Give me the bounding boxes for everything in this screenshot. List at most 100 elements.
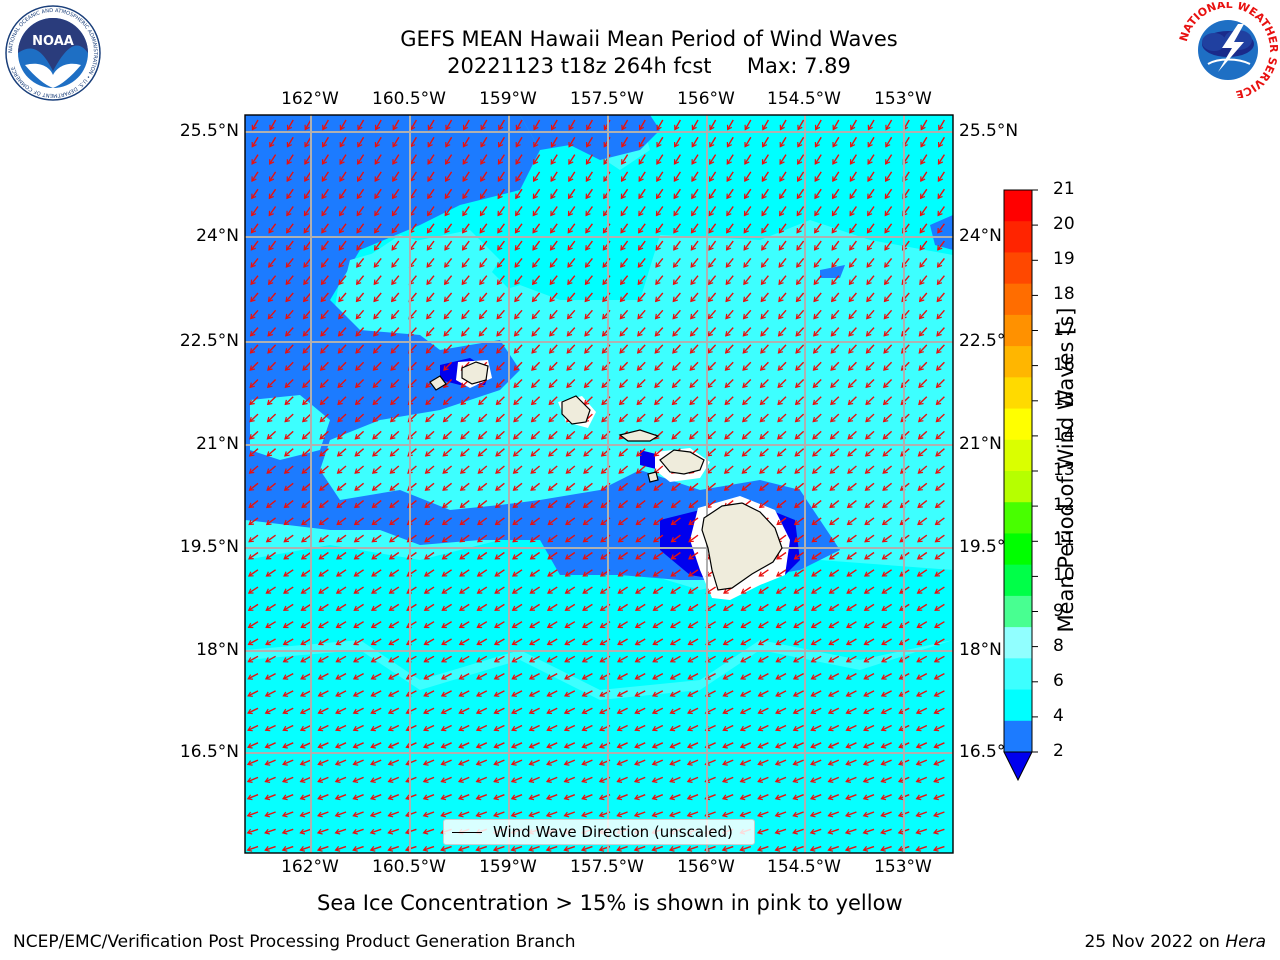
direction-arrow: [726, 206, 734, 216]
direction-arrow: [865, 413, 875, 423]
direction-arrowhead: [352, 708, 359, 715]
direction-arrowhead: [686, 846, 693, 852]
direction-arrow: [390, 396, 400, 405]
direction-arrowhead: [374, 210, 380, 217]
direction-arrow: [302, 413, 312, 423]
direction-arrowhead: [545, 846, 552, 852]
direction-arrowhead: [651, 691, 658, 697]
direction-arrow: [828, 759, 840, 766]
direction-arrow: [496, 344, 505, 354]
direction-arrowhead: [811, 588, 817, 594]
colorbar-segment: [1004, 502, 1032, 535]
direction-arrowhead: [742, 296, 749, 303]
direction-arrowhead: [320, 279, 327, 286]
direction-arrow: [531, 361, 541, 371]
direction-arrow: [814, 154, 822, 165]
direction-arrow: [426, 240, 435, 251]
direction-arrowhead: [919, 245, 925, 251]
direction-arrow: [494, 742, 505, 748]
lat-label: 22.5°N: [959, 331, 1019, 351]
direction-arrow: [758, 672, 769, 680]
direction-arrowhead: [372, 451, 378, 457]
direction-arrow: [550, 136, 558, 148]
direction-arrowhead: [423, 657, 430, 663]
direction-arrowhead: [267, 296, 274, 303]
direction-arrowhead: [532, 279, 538, 286]
direction-arrowhead: [638, 159, 644, 165]
direction-arrow: [317, 776, 329, 783]
direction-arrow: [265, 707, 276, 714]
direction-arrow: [444, 275, 453, 285]
direction-arrowhead: [757, 674, 764, 680]
direction-arrow: [937, 257, 945, 268]
direction-arrowhead: [549, 330, 555, 337]
direction-arrowhead: [708, 193, 714, 200]
direction-arrow: [336, 621, 347, 628]
direction-arrowhead: [389, 519, 395, 526]
direction-arrow: [582, 603, 593, 611]
direction-arrow: [425, 396, 435, 405]
direction-arrow: [881, 811, 892, 817]
direction-arrow: [917, 551, 928, 560]
direction-arrow: [353, 742, 364, 748]
direction-arrow: [689, 344, 699, 354]
direction-arrow: [248, 603, 259, 611]
direction-arrowhead: [918, 399, 924, 406]
direction-arrow: [391, 206, 400, 216]
direction-arrow: [655, 223, 664, 234]
direction-arrow: [621, 171, 629, 182]
direction-arrow: [567, 223, 576, 234]
direction-arrow: [248, 586, 259, 594]
direction-arrow: [918, 327, 928, 337]
direction-arrow: [830, 396, 840, 405]
direction-arrowhead: [321, 159, 328, 165]
direction-arrowhead: [264, 691, 271, 697]
direction-arrowhead: [353, 519, 360, 526]
direction-arrow: [303, 257, 312, 268]
direction-arrow: [758, 603, 769, 611]
direction-arrowhead: [285, 262, 292, 268]
direction-arrowhead: [336, 519, 342, 526]
direction-arrowhead: [319, 451, 325, 457]
ocean-inlet-b: [470, 285, 560, 340]
direction-arrow: [934, 742, 945, 748]
direction-arrow: [760, 292, 769, 302]
direction-arrow: [848, 379, 857, 388]
direction-arrowhead: [494, 537, 501, 543]
direction-arrow: [881, 742, 892, 748]
direction-arrow: [443, 327, 453, 337]
direction-arrowhead: [938, 141, 944, 148]
direction-arrowhead: [793, 519, 800, 526]
direction-arrowhead: [776, 554, 782, 560]
direction-arrow: [374, 154, 382, 165]
direction-arrow: [462, 171, 470, 182]
direction-arrowhead: [915, 743, 922, 749]
direction-arrowhead: [247, 640, 254, 646]
direction-arrow: [670, 759, 681, 766]
direction-arrow: [795, 361, 805, 371]
direction-arrowhead: [901, 245, 908, 251]
direction-arrowhead: [918, 365, 924, 371]
direction-arrow: [547, 621, 558, 628]
direction-arrowhead: [266, 502, 272, 509]
direction-arrowhead: [828, 554, 835, 560]
direction-arrowhead: [549, 296, 555, 303]
direction-arrowhead: [672, 262, 679, 268]
direction-arrow: [371, 672, 382, 680]
direction-arrow: [793, 603, 804, 611]
direction-arrow: [846, 690, 857, 697]
direction-arrowhead: [686, 760, 693, 766]
direction-arrowhead: [743, 279, 749, 286]
direction-arrowhead: [301, 485, 307, 491]
direction-arrowhead: [935, 365, 942, 371]
direction-arrowhead: [480, 159, 486, 165]
direction-arrow: [687, 794, 699, 800]
direction-arrow: [617, 672, 628, 680]
direction-arrowhead: [812, 382, 819, 389]
direction-arrow: [581, 776, 593, 783]
direction-arrow: [283, 603, 294, 611]
direction-arrowhead: [758, 571, 765, 577]
direction-arrowhead: [917, 519, 923, 526]
direction-arrowhead: [374, 141, 380, 148]
direction-arrowhead: [581, 811, 587, 818]
